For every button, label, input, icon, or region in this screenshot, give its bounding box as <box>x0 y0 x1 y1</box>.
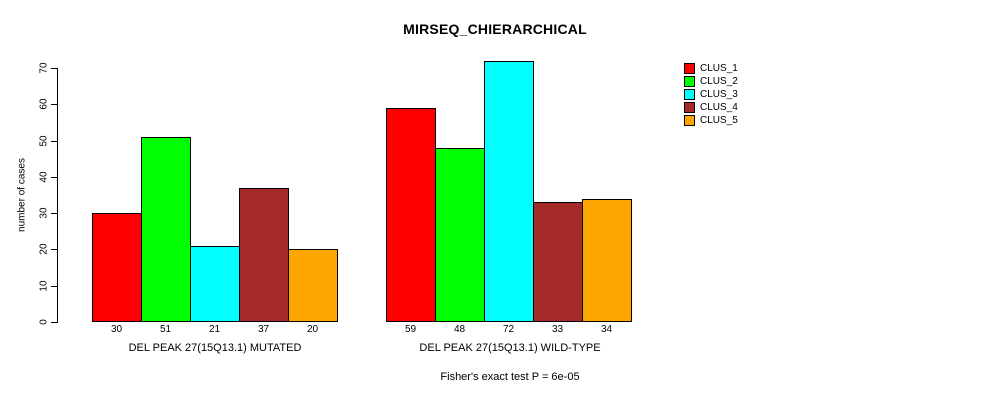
legend-label: CLUS_2 <box>700 76 738 87</box>
legend-swatch-clus-3 <box>684 89 695 100</box>
bar-value-label: 20 <box>306 324 319 335</box>
bar-clus_3-wild-type <box>484 61 534 322</box>
y-axis-tick <box>51 286 57 287</box>
legend-swatch-clus-1 <box>684 63 695 74</box>
y-axis-tick-label: 20 <box>38 243 50 255</box>
legend-item-clus-4: CLUS_4 <box>684 101 738 114</box>
y-axis-tick <box>51 104 57 105</box>
legend-item-clus-2: CLUS_2 <box>684 75 738 88</box>
bar-clus_1-mutated <box>92 213 142 322</box>
bar-value-label: 34 <box>600 324 613 335</box>
bar-clus_5-wild-type <box>582 199 632 322</box>
legend-item-clus-5: CLUS_5 <box>684 114 738 127</box>
legend-label: CLUS_5 <box>700 115 738 126</box>
y-axis-tick-label: 70 <box>38 62 50 74</box>
group-label-wild-type: DEL PEAK 27(15Q13.1) WILD-TYPE <box>419 342 601 354</box>
bar-value-label: 21 <box>208 324 221 335</box>
legend-item-clus-3: CLUS_3 <box>684 88 738 101</box>
y-axis-tick <box>51 68 57 69</box>
legend-swatch-clus-4 <box>684 102 695 113</box>
y-axis-tick <box>51 249 57 250</box>
y-axis-tick <box>51 213 57 214</box>
stat-test-annotation: Fisher's exact test P = 6e-05 <box>440 371 580 383</box>
y-axis-tick-label: 0 <box>38 319 50 325</box>
bar-clus_4-wild-type <box>533 202 583 322</box>
bar-clus_3-mutated <box>190 246 240 322</box>
legend: CLUS_1 CLUS_2 CLUS_3 CLUS_4 CLUS_5 <box>684 62 738 127</box>
bar-clus_4-mutated <box>239 188 289 322</box>
legend-swatch-clus-2 <box>684 76 695 87</box>
legend-label: CLUS_4 <box>700 102 738 113</box>
y-axis-tick <box>51 322 57 323</box>
legend-swatch-clus-5 <box>684 115 695 126</box>
y-axis-tick-label: 30 <box>38 207 50 219</box>
bar-value-label: 72 <box>502 324 515 335</box>
legend-label: CLUS_3 <box>700 89 738 100</box>
bar-value-label: 59 <box>404 324 417 335</box>
y-axis-label: number of cases <box>16 158 28 232</box>
y-axis-tick <box>51 141 57 142</box>
bar-value-label: 30 <box>110 324 123 335</box>
bar-value-label: 51 <box>159 324 172 335</box>
y-axis-tick-label: 60 <box>38 98 50 110</box>
bar-clus_5-mutated <box>288 249 338 322</box>
y-axis-tick-label: 10 <box>38 280 50 292</box>
y-axis-tick-label: 50 <box>38 135 50 147</box>
y-axis-line <box>57 68 58 323</box>
legend-label: CLUS_1 <box>700 63 738 74</box>
group-label-mutated: DEL PEAK 27(15Q13.1) MUTATED <box>128 342 302 354</box>
y-axis-tick <box>51 177 57 178</box>
bar-clus_2-mutated <box>141 137 191 322</box>
bar-value-label: 33 <box>551 324 564 335</box>
bar-clus_2-wild-type <box>435 148 485 322</box>
bar-value-label: 37 <box>257 324 270 335</box>
bar-clus_1-wild-type <box>386 108 436 322</box>
y-axis-tick-label: 40 <box>38 171 50 183</box>
chart-title: MIRSEQ_CHIERARCHICAL <box>403 21 587 37</box>
bar-value-label: 48 <box>453 324 466 335</box>
legend-item-clus-1: CLUS_1 <box>684 62 738 75</box>
